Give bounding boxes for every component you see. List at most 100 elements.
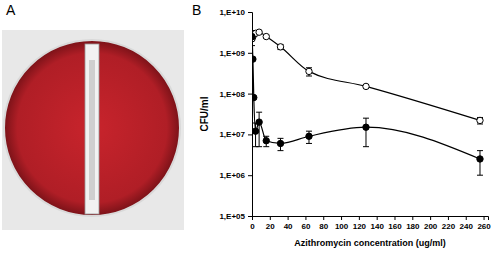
error-bar (263, 136, 269, 146)
y-tick: 1,E+09 (219, 49, 252, 58)
x-tick-mark (323, 216, 324, 220)
etest-scale (89, 60, 95, 200)
x-tick-label: 60 (301, 222, 310, 231)
error-bar (477, 151, 483, 176)
error-bar-cap (256, 112, 262, 113)
x-tick: 80 (319, 216, 328, 231)
error-bar-cap (306, 76, 312, 77)
y-tick: 1,E+10 (219, 8, 252, 17)
x-tick: 20 (266, 216, 275, 231)
y-tick-label: 1,E+10 (219, 8, 245, 17)
y-tick-mark (248, 175, 252, 176)
x-tick-mark (270, 216, 271, 220)
x-tick-label: 160 (388, 222, 402, 231)
error-bar-stem (365, 118, 366, 147)
data-point (477, 156, 483, 162)
data-point (263, 33, 269, 39)
y-tick: 1,E+07 (219, 130, 252, 139)
x-tick: 140 (370, 216, 384, 231)
error-bar (363, 118, 369, 147)
x-tick-mark (288, 216, 289, 220)
error-bar-cap (277, 138, 283, 139)
y-tick-mark (248, 134, 252, 135)
data-point (252, 56, 256, 62)
data-point (306, 133, 312, 139)
etest-strip (85, 44, 99, 214)
series-line (252, 37, 480, 159)
data-point (277, 44, 283, 50)
error-bar-cap (263, 146, 269, 147)
error-bar (277, 44, 283, 49)
y-tick-label: 1,E+08 (219, 90, 245, 99)
x-tick-label: 0 (250, 222, 255, 231)
x-tick-mark (430, 216, 431, 220)
y-tick: 1,E+05 (219, 212, 252, 221)
x-tick-mark (377, 216, 378, 220)
data-point (263, 138, 269, 144)
error-bar-cap (477, 150, 483, 151)
error-bar-cap (263, 136, 269, 137)
x-tick-label: 220 (442, 222, 456, 231)
x-tick: 240 (460, 216, 474, 231)
y-tick-label: 1,E+09 (219, 49, 245, 58)
y-tick-label: 1,E+07 (219, 130, 245, 139)
error-bar-cap (256, 146, 262, 147)
photo-background (2, 30, 184, 230)
error-bar-cap (252, 30, 255, 31)
y-tick-label: 1,E+06 (219, 171, 245, 180)
y-tick-label: 1,E+05 (219, 212, 245, 221)
y-tick-mark (248, 53, 252, 54)
y-tick-mark (248, 94, 252, 95)
y-tick-mark (248, 216, 252, 217)
figure: A B 0 20 40 60 80 100 120140 160 180 200 220 240260 1,… (0, 0, 496, 255)
error-bar (306, 68, 312, 76)
x-tick-label: 200 (424, 222, 438, 231)
x-tick: 100 (335, 216, 349, 231)
error-bar-cap (277, 150, 283, 151)
x-axis-line (253, 217, 489, 221)
x-tick-mark (359, 216, 360, 220)
x-tick-mark (466, 216, 467, 220)
x-tick-label: 140 (370, 222, 384, 231)
x-tick: 60 (301, 216, 310, 231)
data-point (277, 140, 283, 146)
data-point (477, 117, 483, 123)
panel-label: A (6, 2, 16, 18)
data-point (306, 68, 312, 74)
plot-area (252, 29, 483, 175)
error-bar-stem (479, 151, 480, 176)
error-bar-cap (477, 175, 483, 176)
x-tick-label: 80 (319, 222, 328, 231)
x-axis-title: Azithromycin concentration (ug/ml) (294, 238, 446, 248)
error-bar-cap (252, 45, 255, 46)
error-bar (306, 131, 312, 143)
data-point (252, 128, 258, 134)
x-tick: 40 (284, 216, 293, 231)
y-tick-mark (248, 12, 252, 13)
y-tick: 1,E+08 (219, 90, 252, 99)
x-tick-label: 20 (266, 222, 275, 231)
data-point (363, 124, 369, 130)
error-bar (277, 138, 283, 150)
x-tick-mark (448, 216, 449, 220)
x-tick-label: 180 (406, 222, 420, 231)
error-bar (253, 123, 259, 147)
x-tick-label: 260 (477, 222, 491, 231)
data-point (363, 83, 369, 89)
data-point (256, 29, 262, 35)
y-tick: 1,E+06 (219, 171, 252, 180)
error-bar-cap (306, 131, 312, 132)
y-axis-title: CFU/ml (199, 96, 210, 131)
x-tick-label: 240 (460, 222, 474, 231)
panel-label: B (192, 2, 201, 18)
series (252, 29, 483, 124)
x-tick: 120 (353, 216, 367, 231)
error-bar-cap (306, 143, 312, 144)
series (252, 31, 483, 176)
x-tick: 200 (424, 216, 438, 231)
x-axis: 0 20 40 60 80 100 120140 160 180 200 220 240260 (250, 216, 491, 231)
x-tick-label: 100 (335, 222, 349, 231)
x-tick: 0 (250, 216, 255, 231)
error-bar-cap (363, 118, 369, 119)
plate (4, 40, 180, 216)
